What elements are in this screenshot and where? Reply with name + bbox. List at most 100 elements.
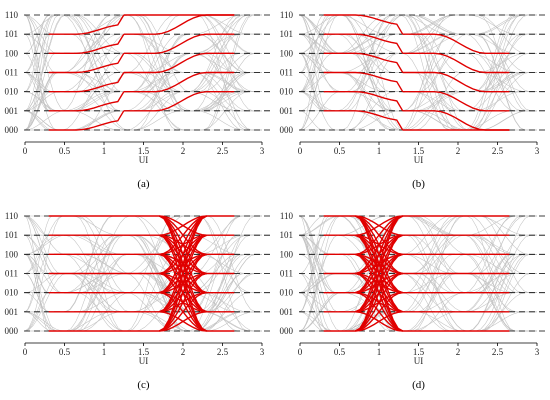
red-transition bbox=[159, 272, 207, 332]
x-tick-label: 3 bbox=[260, 347, 265, 357]
red-transition bbox=[355, 272, 403, 332]
level-label: 010 bbox=[5, 87, 19, 97]
x-tick-label: 0 bbox=[298, 146, 303, 156]
x-axis-title: UI bbox=[139, 155, 149, 165]
x-tick-label: 2.5 bbox=[492, 347, 504, 357]
level-label: 010 bbox=[5, 288, 19, 298]
x-tick-label: 1 bbox=[102, 146, 107, 156]
red-transition bbox=[159, 215, 207, 236]
x-axis: 0 0.5 1 1.5 2 2.5 3 UI bbox=[298, 342, 540, 366]
background-trace bbox=[24, 14, 262, 112]
level-label: 110 bbox=[5, 211, 19, 221]
red-transition bbox=[159, 215, 207, 275]
x-tick-label: 0 bbox=[23, 347, 28, 357]
red-transition bbox=[355, 215, 403, 255]
level-label: 100 bbox=[280, 249, 294, 259]
x-tick-label: 0 bbox=[23, 146, 28, 156]
red-transition bbox=[354, 215, 404, 332]
red-transition bbox=[159, 215, 207, 294]
eye-diagram-panel-a: 000 001 010 011 100 101 110 0 0.5 1 1.5 2 2.5 3 UI (a) bbox=[5, 10, 274, 190]
level-label: 110 bbox=[5, 10, 19, 20]
red-transition bbox=[48, 91, 125, 112]
highlighted-transitions bbox=[48, 215, 235, 332]
red-transition bbox=[159, 253, 207, 332]
panel-caption: (b) bbox=[412, 178, 425, 190]
background-trace bbox=[24, 273, 262, 332]
x-tick-label: 0.5 bbox=[334, 347, 346, 357]
x-tick-label: 0.5 bbox=[59, 146, 71, 156]
x-tick-label: 2 bbox=[181, 347, 186, 357]
panel-caption: (c) bbox=[137, 379, 150, 391]
red-transition bbox=[402, 52, 510, 74]
background-trace bbox=[24, 273, 262, 332]
x-tick-label: 1.5 bbox=[138, 146, 150, 156]
x-tick-label: 0.5 bbox=[334, 146, 346, 156]
red-transition bbox=[323, 110, 404, 131]
red-transition bbox=[323, 52, 404, 73]
red-transition bbox=[323, 91, 404, 112]
level-label: 010 bbox=[280, 87, 294, 97]
red-transition bbox=[323, 71, 404, 93]
level-label: 001 bbox=[5, 106, 19, 116]
x-tick-label: 1 bbox=[377, 347, 382, 357]
x-tick-label: 3 bbox=[260, 146, 265, 156]
red-transition bbox=[355, 215, 403, 236]
red-transition bbox=[355, 215, 403, 275]
background-trace bbox=[24, 14, 262, 112]
red-transition bbox=[123, 52, 235, 74]
highlighted-transitions bbox=[48, 14, 235, 131]
level-label: 000 bbox=[280, 125, 294, 135]
background-trace bbox=[24, 14, 262, 112]
red-transition bbox=[48, 14, 125, 35]
background-trace bbox=[24, 14, 262, 112]
red-transition bbox=[48, 110, 125, 131]
red-transition bbox=[402, 33, 510, 54]
red-transition bbox=[123, 33, 235, 54]
red-transition bbox=[123, 91, 235, 112]
x-tick-label: 2 bbox=[456, 347, 461, 357]
level-label: 100 bbox=[280, 48, 294, 58]
x-axis-title: UI bbox=[414, 356, 424, 366]
background-trace bbox=[24, 14, 262, 112]
level-label: 100 bbox=[5, 48, 19, 58]
x-axis: 0 0.5 1 1.5 2 2.5 3 UI bbox=[23, 141, 265, 165]
red-transition bbox=[48, 72, 125, 93]
red-transition bbox=[402, 110, 510, 131]
level-label: 011 bbox=[280, 68, 293, 78]
red-transition bbox=[159, 215, 207, 255]
x-axis-title: UI bbox=[414, 155, 424, 165]
x-tick-label: 1 bbox=[102, 347, 107, 357]
background-trace bbox=[24, 273, 262, 332]
background-trace bbox=[24, 14, 262, 112]
level-label: 000 bbox=[5, 326, 19, 336]
background-trace bbox=[24, 14, 262, 112]
red-transition bbox=[123, 71, 235, 93]
x-tick-label: 2.5 bbox=[217, 146, 229, 156]
red-transition bbox=[402, 91, 510, 112]
x-tick-label: 3 bbox=[535, 347, 540, 357]
red-transition bbox=[355, 215, 403, 294]
level-label: 010 bbox=[280, 288, 294, 298]
background-trace bbox=[24, 14, 262, 112]
level-label: 101 bbox=[280, 29, 294, 39]
background-trace bbox=[24, 14, 262, 112]
x-tick-label: 2 bbox=[181, 146, 186, 156]
background-trace bbox=[24, 14, 262, 112]
x-tick-label: 2.5 bbox=[217, 347, 229, 357]
level-label: 011 bbox=[280, 269, 293, 279]
level-label: 001 bbox=[280, 307, 294, 317]
level-label: 000 bbox=[5, 125, 19, 135]
x-axis-title: UI bbox=[139, 356, 149, 366]
panel-caption: (a) bbox=[137, 178, 150, 190]
x-tick-label: 0 bbox=[298, 347, 303, 357]
red-transition bbox=[323, 14, 404, 35]
red-transition bbox=[159, 292, 207, 332]
level-label: 001 bbox=[5, 307, 19, 317]
x-tick-label: 2.5 bbox=[492, 146, 504, 156]
red-transition bbox=[354, 234, 404, 332]
level-label: 011 bbox=[5, 68, 18, 78]
level-label: 000 bbox=[280, 326, 294, 336]
background-trace bbox=[25, 273, 262, 332]
background-trace bbox=[24, 14, 262, 112]
eye-diagram-panel-c: 000 001 010 011 100 101 110 0 0.5 1 1.5 2 2.5 3 UI (c) bbox=[5, 211, 274, 391]
